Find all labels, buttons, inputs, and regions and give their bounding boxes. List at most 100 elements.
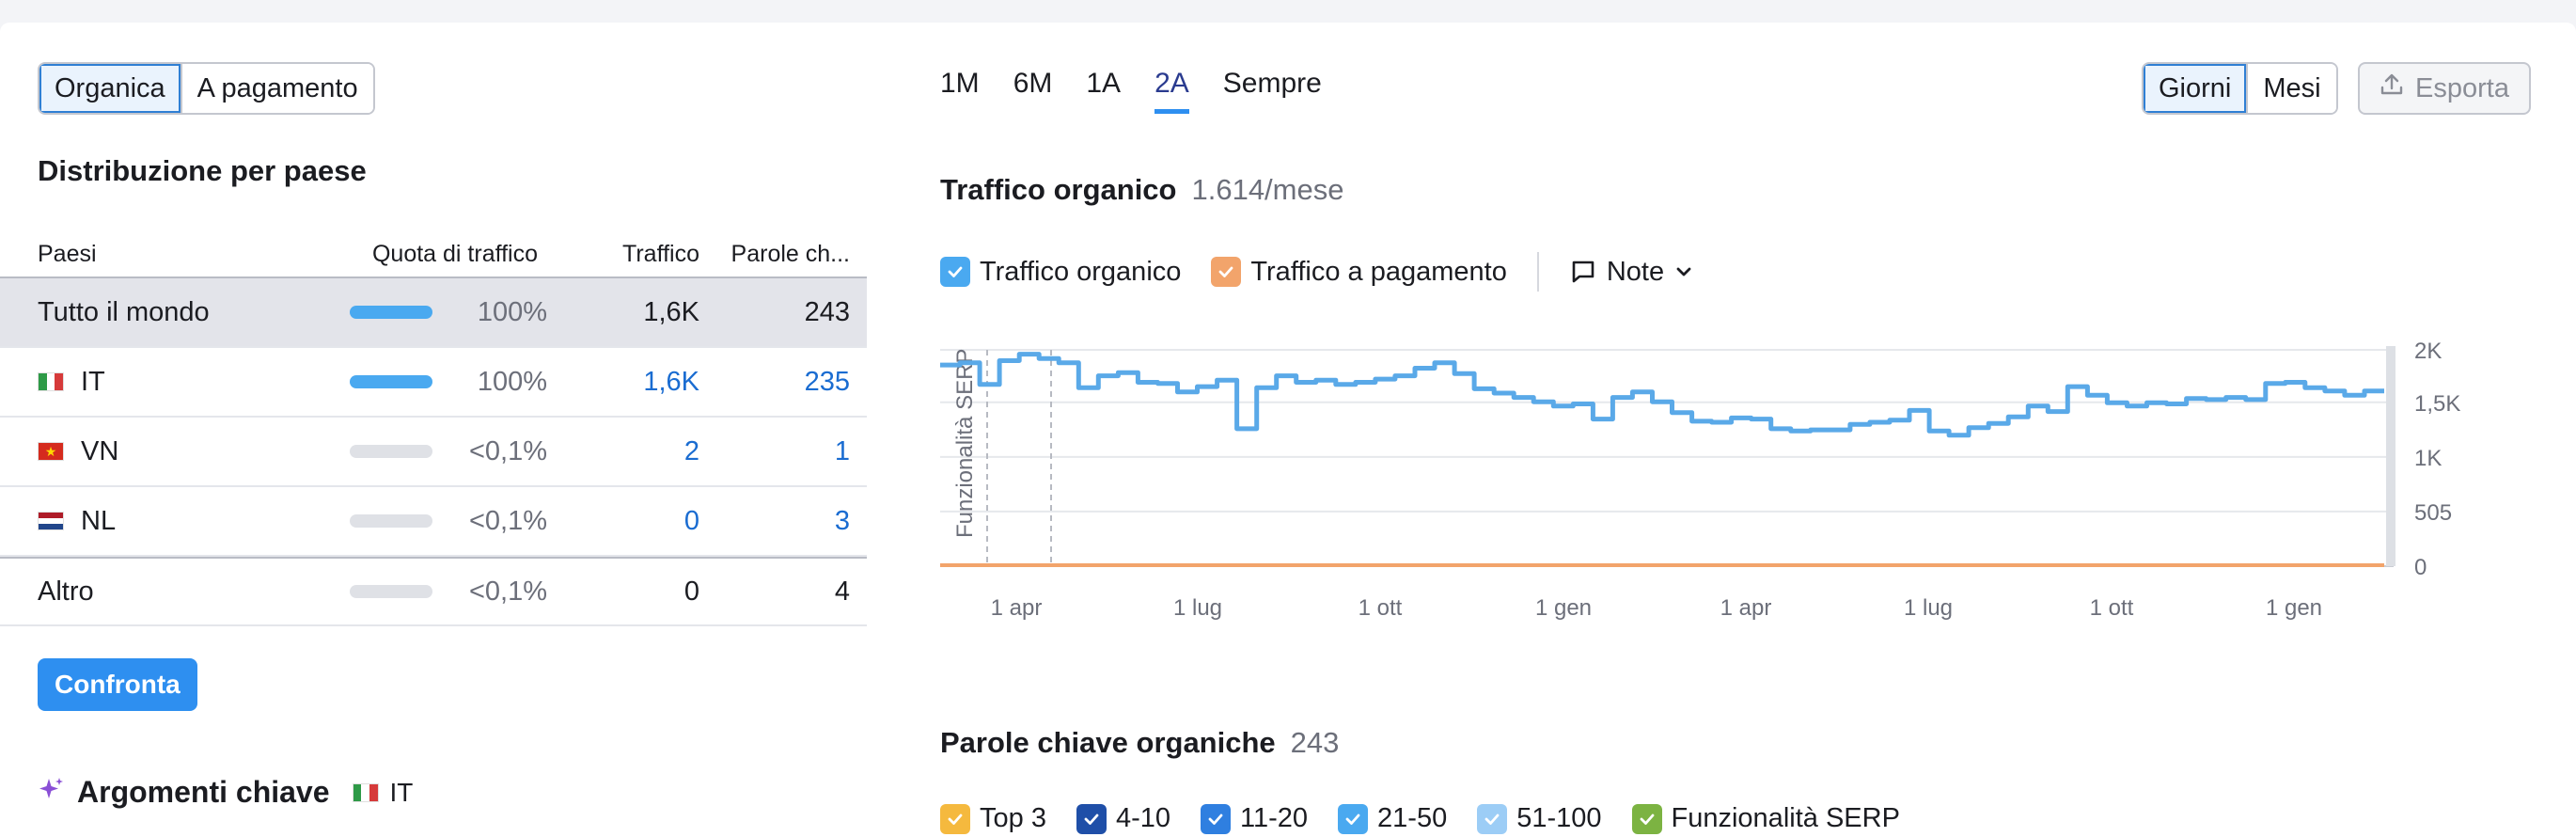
traffic-link[interactable]: 0 xyxy=(683,505,699,536)
x-tick-label: 1 gen xyxy=(1535,595,1592,621)
kw-legend-item[interactable]: 21-50 xyxy=(1338,803,1447,834)
share-value: 100% xyxy=(477,296,547,327)
country-name: Tutto il mondo xyxy=(38,296,210,327)
header-traffic[interactable]: Traffico xyxy=(622,240,699,267)
export-button[interactable]: Esporta xyxy=(2358,62,2531,115)
distribution-title: Distribuzione per paese xyxy=(38,154,367,187)
share-value: <0,1% xyxy=(468,505,547,536)
x-tick-label: 1 lug xyxy=(1904,595,1953,621)
x-tick-label: 1 lug xyxy=(1173,595,1222,621)
share-value: 100% xyxy=(477,366,547,397)
checkbox-checked-icon xyxy=(940,257,970,287)
traffic-link[interactable]: 2 xyxy=(683,435,699,466)
traffic-link[interactable]: 1,6K xyxy=(643,366,699,397)
notes-dropdown[interactable]: Note xyxy=(1569,257,1694,288)
y-tick-label: 0 xyxy=(2414,555,2427,580)
chart-legend: Traffico organico Traffico a pagamento N… xyxy=(940,252,1724,292)
table-row[interactable]: NL <0,1% 0 3 xyxy=(0,487,867,557)
country-name: Altro xyxy=(38,576,94,607)
tab-a-pagamento[interactable]: A pagamento xyxy=(180,64,373,113)
header-country[interactable]: Paesi xyxy=(38,240,97,267)
table-row: Altro <0,1% 0 4 xyxy=(0,557,867,626)
vietnam-flag-icon: ★ xyxy=(38,442,64,461)
table-row[interactable]: ★ VN <0,1% 2 1 xyxy=(0,418,867,487)
key-topics-header: Argomenti chiave IT xyxy=(38,775,413,810)
compare-button[interactable]: Confronta xyxy=(38,658,197,711)
x-tick-label: 1 apr xyxy=(1720,595,1772,621)
tab-organica[interactable]: Organica xyxy=(39,64,181,113)
table-header: Paesi Quota di traffico Traffico Parole … xyxy=(0,231,867,278)
sparkle-icon xyxy=(38,776,66,809)
x-tick-label: 1 gen xyxy=(2266,595,2322,621)
y-tick-label: 1,5K xyxy=(2414,391,2460,417)
italy-flag-icon xyxy=(38,372,64,391)
key-topics-title: Argomenti chiave xyxy=(77,775,330,809)
keywords-value: 243 xyxy=(1290,726,1340,759)
keywords-link[interactable]: 235 xyxy=(804,366,850,397)
comment-icon xyxy=(1569,258,1597,286)
keywords-link[interactable]: 3 xyxy=(834,505,850,536)
period-selector: 1M 6M 1A 2A Sempre xyxy=(940,68,1322,114)
x-tick-label: 1 ott xyxy=(2090,595,2134,621)
legend-organic[interactable]: Traffico organico xyxy=(940,257,1181,288)
period-1m[interactable]: 1M xyxy=(940,68,980,99)
share-bar xyxy=(301,514,442,528)
country-name: NL xyxy=(81,505,117,536)
checkbox-checked-icon xyxy=(940,803,970,834)
country-distribution-table: Paesi Quota di traffico Traffico Parole … xyxy=(0,231,867,626)
x-tick-label: 1 apr xyxy=(991,595,1043,621)
share-bar xyxy=(301,585,442,598)
organic-traffic-line xyxy=(940,352,2384,438)
y-tick-label: 2K xyxy=(2414,339,2442,364)
period-6m[interactable]: 6M xyxy=(1013,68,1053,99)
y-tick-label: 1K xyxy=(2414,446,2442,471)
kw-legend-item[interactable]: 51-100 xyxy=(1477,803,1602,834)
granularity-toggle: Giorni Mesi xyxy=(2142,62,2338,115)
topics-country: IT xyxy=(389,777,414,807)
country-name: VN xyxy=(81,435,119,466)
traffic-chart: 0 505 1K 1,5K 2K Funzionalità SERP 1 apr 1 lug 1… xyxy=(940,339,2460,621)
annotation-label: Funzionalità SERP xyxy=(952,349,978,538)
keywords-title: Parole chiave organiche xyxy=(940,726,1276,759)
share-value: <0,1% xyxy=(468,576,547,607)
checkbox-checked-icon xyxy=(1631,803,1662,834)
kw-legend-item[interactable]: Funzionalità SERP xyxy=(1631,803,1900,834)
period-sempre[interactable]: Sempre xyxy=(1222,68,1322,99)
traffic-value: 0 xyxy=(683,576,699,607)
traffic-header: Traffico organico 1.614/mese xyxy=(940,173,1343,207)
kw-legend-item[interactable]: 11-20 xyxy=(1201,803,1308,834)
checkbox-checked-icon xyxy=(1076,803,1107,834)
period-1a[interactable]: 1A xyxy=(1086,68,1122,99)
netherlands-flag-icon xyxy=(38,512,64,530)
keywords-link[interactable]: 1 xyxy=(834,435,850,466)
header-share[interactable]: Quota di traffico xyxy=(371,240,538,267)
table-row[interactable]: Tutto il mondo 100% 1,6K 243 xyxy=(0,278,867,348)
upload-icon xyxy=(2380,72,2404,104)
y-tick-label: 505 xyxy=(2414,500,2452,526)
table-row[interactable]: IT 100% 1,6K 235 xyxy=(0,348,867,418)
keywords-legend: Top 3 4-10 11-20 21-50 51-100 Funzionalità SE… xyxy=(940,803,1930,834)
legend-paid[interactable]: Traffico a pagamento xyxy=(1211,257,1507,288)
keywords-value: 4 xyxy=(834,576,850,607)
kw-legend-item[interactable]: Top 3 xyxy=(940,803,1046,834)
chart-scrollbar xyxy=(2386,346,2395,566)
header-keywords[interactable]: Parole ch... xyxy=(730,240,850,267)
export-label: Esporta xyxy=(2415,72,2509,103)
share-bar xyxy=(301,306,442,319)
checkbox-checked-icon xyxy=(1477,803,1508,834)
traffic-value: 1,6K xyxy=(643,296,699,327)
granularity-mesi[interactable]: Mesi xyxy=(2246,64,2336,113)
country-name: IT xyxy=(81,366,105,397)
period-2a[interactable]: 2A xyxy=(1154,68,1189,114)
checkbox-checked-icon xyxy=(1211,257,1242,287)
checkbox-checked-icon xyxy=(1201,803,1231,834)
chevron-down-icon xyxy=(1673,261,1694,282)
x-tick-label: 1 ott xyxy=(1359,595,1403,621)
share-value: <0,1% xyxy=(468,435,547,466)
granularity-giorni[interactable]: Giorni xyxy=(2144,64,2247,113)
kw-legend-item[interactable]: 4-10 xyxy=(1076,803,1170,834)
legend-divider xyxy=(1536,252,1539,292)
italy-flag-icon xyxy=(352,782,379,802)
main-card: Organica A pagamento Distribuzione per p… xyxy=(0,23,2576,837)
keywords-header: Parole chiave organiche 243 xyxy=(940,726,1339,760)
